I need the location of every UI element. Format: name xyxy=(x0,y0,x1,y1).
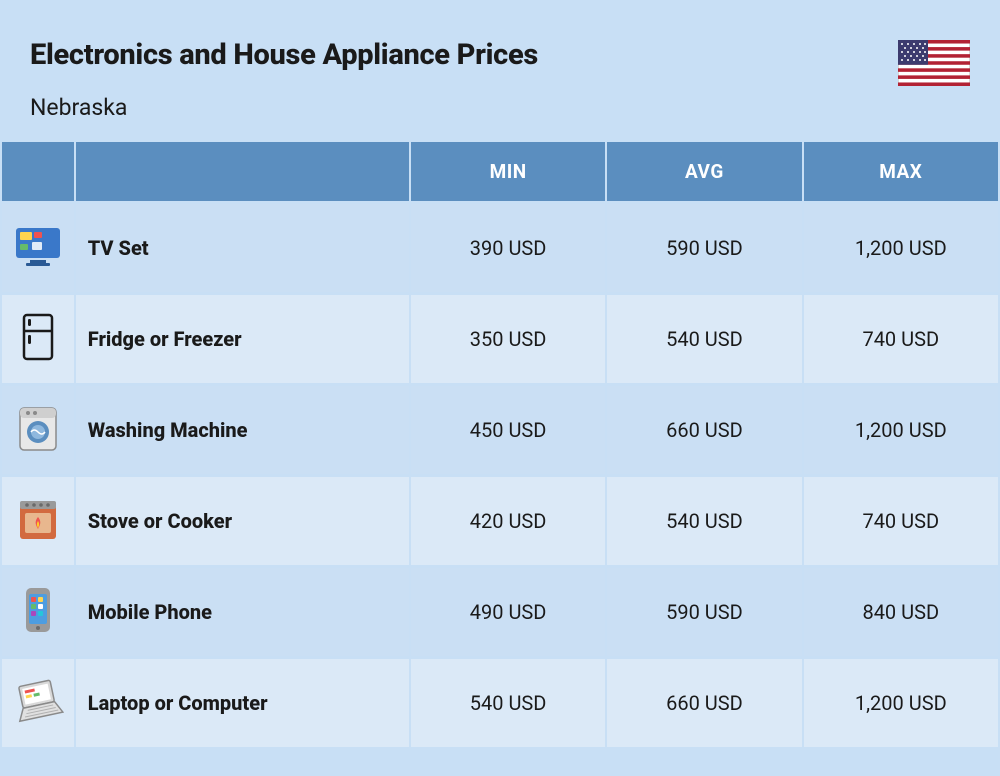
value-avg: 660 USD xyxy=(607,386,801,474)
laptop-icon xyxy=(2,659,74,747)
value-min: 390 USD xyxy=(411,204,605,292)
value-min: 490 USD xyxy=(411,568,605,656)
table-row: Stove or Cooker420 USD540 USD740 USD xyxy=(2,477,998,565)
table-row: Washing Machine450 USD660 USD1,200 USD xyxy=(2,386,998,474)
value-max: 1,200 USD xyxy=(804,659,998,747)
table-row: Fridge or Freezer350 USD540 USD740 USD xyxy=(2,295,998,383)
value-max: 840 USD xyxy=(804,568,998,656)
table-row: Laptop or Computer540 USD660 USD1,200 US… xyxy=(2,659,998,747)
item-name: Mobile Phone xyxy=(76,568,409,656)
value-max: 740 USD xyxy=(804,477,998,565)
item-name: Fridge or Freezer xyxy=(76,295,409,383)
stove-icon xyxy=(2,477,74,565)
item-name: Washing Machine xyxy=(76,386,409,474)
value-min: 540 USD xyxy=(411,659,605,747)
tv-icon xyxy=(2,204,74,292)
value-avg: 540 USD xyxy=(607,477,801,565)
value-max: 1,200 USD xyxy=(804,386,998,474)
item-name: TV Set xyxy=(76,204,409,292)
table-row: TV Set390 USD590 USD1,200 USD xyxy=(2,204,998,292)
value-min: 350 USD xyxy=(411,295,605,383)
washer-icon xyxy=(2,386,74,474)
page-title: Electronics and House Appliance Prices xyxy=(30,38,970,72)
value-avg: 590 USD xyxy=(607,204,801,292)
item-name: Stove or Cooker xyxy=(76,477,409,565)
col-name xyxy=(76,142,409,201)
value-max: 740 USD xyxy=(804,295,998,383)
fridge-icon xyxy=(2,295,74,383)
col-min: MIN xyxy=(411,142,605,201)
usa-flag-icon xyxy=(898,40,970,86)
table-body: TV Set390 USD590 USD1,200 USDFridge or F… xyxy=(2,204,998,747)
phone-icon xyxy=(2,568,74,656)
table-row: Mobile Phone490 USD590 USD840 USD xyxy=(2,568,998,656)
value-max: 1,200 USD xyxy=(804,204,998,292)
table-header: MIN AVG MAX xyxy=(2,142,998,201)
value-min: 450 USD xyxy=(411,386,605,474)
price-table: MIN AVG MAX TV Set390 USD590 USD1,200 US… xyxy=(0,139,1000,750)
col-avg: AVG xyxy=(607,142,801,201)
value-avg: 540 USD xyxy=(607,295,801,383)
col-icon xyxy=(2,142,74,201)
value-avg: 660 USD xyxy=(607,659,801,747)
value-avg: 590 USD xyxy=(607,568,801,656)
page-subtitle: Nebraska xyxy=(30,94,970,121)
value-min: 420 USD xyxy=(411,477,605,565)
header: Electronics and House Appliance Prices N… xyxy=(0,0,1000,139)
col-max: MAX xyxy=(804,142,998,201)
item-name: Laptop or Computer xyxy=(76,659,409,747)
